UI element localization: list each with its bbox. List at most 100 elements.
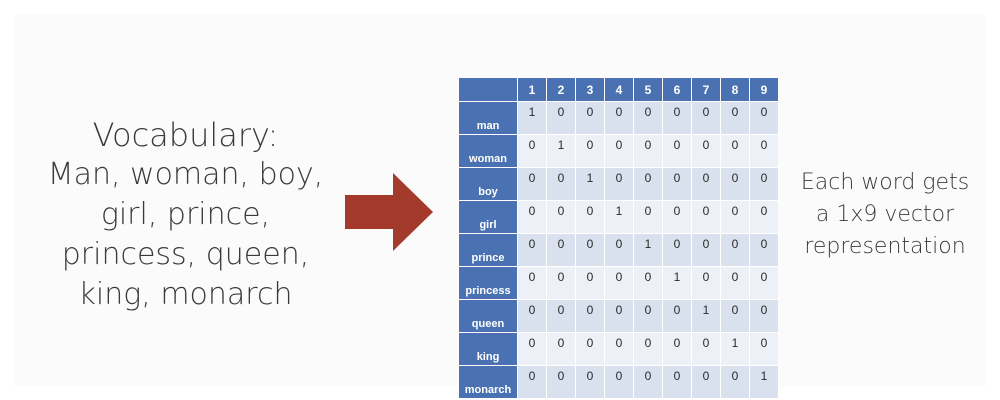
- table-cell: 0: [749, 299, 779, 333]
- table-cell: 0: [604, 134, 634, 168]
- table-cell: 1: [633, 233, 663, 267]
- table-cell: 0: [662, 332, 692, 366]
- row-label: queen: [458, 299, 518, 333]
- table-row: man 1 0 0 0 0 0 0 0 0: [458, 101, 779, 135]
- table-cell: 0: [575, 200, 605, 234]
- table-cell: 0: [691, 167, 721, 201]
- vocabulary-line: king, monarch: [78, 277, 293, 312]
- table-cell: 0: [517, 299, 547, 333]
- table-cell: 0: [546, 233, 576, 267]
- table-row: queen 0 0 0 0 0 0 1 0 0: [458, 299, 779, 333]
- table-cell: 0: [691, 365, 721, 399]
- table-body: man 1 0 0 0 0 0 0 0 0 woman 0 1 0 0 0 0 0 0 0 boy 0 0 1 0 0 0 0 0 0 gi…: [458, 101, 779, 399]
- table-cell: 0: [720, 101, 750, 135]
- table-cell: 0: [575, 101, 605, 135]
- column-header: 1: [517, 77, 547, 102]
- column-header: 9: [749, 77, 779, 102]
- row-label: monarch: [458, 365, 518, 399]
- table-cell: 0: [633, 266, 663, 300]
- column-header: 2: [546, 77, 576, 102]
- table-cell: 0: [633, 332, 663, 366]
- table-row: girl 0 0 0 1 0 0 0 0 0: [458, 200, 779, 234]
- table-cell: 0: [604, 365, 634, 399]
- column-header: 3: [575, 77, 605, 102]
- table-cell: 0: [517, 266, 547, 300]
- table-cell: 0: [749, 167, 779, 201]
- column-header: 7: [691, 77, 721, 102]
- vocabulary-block: Vocabulary: Man, woman, boy, girl, princ…: [33, 115, 338, 315]
- table-cell: 0: [575, 134, 605, 168]
- table-cell: 0: [691, 266, 721, 300]
- table-cell: 0: [546, 332, 576, 366]
- slide: Vocabulary: Man, woman, boy, girl, princ…: [15, 15, 985, 399]
- table-cell: 0: [720, 200, 750, 234]
- table-cell: 0: [604, 101, 634, 135]
- caption-line: a 1x9 vector: [815, 202, 955, 227]
- table-cell: 0: [720, 365, 750, 399]
- table-cell: 0: [720, 134, 750, 168]
- table-row: princess 0 0 0 0 0 1 0 0 0: [458, 266, 779, 300]
- table-cell: 0: [546, 101, 576, 135]
- row-label: man: [458, 101, 518, 135]
- table-cell: 1: [749, 365, 779, 399]
- table-row: boy 0 0 1 0 0 0 0 0 0: [458, 167, 779, 201]
- table-corner: [458, 77, 518, 102]
- table-cell: 1: [575, 167, 605, 201]
- table-cell: 0: [749, 134, 779, 168]
- table-cell: 0: [546, 200, 576, 234]
- table-cell: 0: [546, 299, 576, 333]
- table-cell: 0: [575, 299, 605, 333]
- table-cell: 1: [546, 134, 576, 168]
- table-cell: 1: [691, 299, 721, 333]
- table-cell: 0: [749, 332, 779, 366]
- row-label: girl: [458, 200, 518, 234]
- table-cell: 0: [517, 134, 547, 168]
- table-cell: 0: [575, 332, 605, 366]
- table-cell: 0: [749, 101, 779, 135]
- table-cell: 0: [749, 266, 779, 300]
- table-cell: 0: [633, 365, 663, 399]
- table-cell: 0: [575, 365, 605, 399]
- right-arrow-icon: [345, 173, 433, 251]
- table-cell: 0: [546, 365, 576, 399]
- table-cell: 0: [517, 167, 547, 201]
- table-cell: 1: [604, 200, 634, 234]
- vocabulary-title: Vocabulary:: [92, 116, 279, 154]
- table-cell: 0: [604, 332, 634, 366]
- table-row: woman 0 1 0 0 0 0 0 0 0: [458, 134, 779, 168]
- caption-block: Each word gets a 1x9 vector representati…: [785, 167, 985, 263]
- table-cell: 0: [691, 200, 721, 234]
- table-cell: 0: [720, 299, 750, 333]
- table-cell: 1: [517, 101, 547, 135]
- caption-line: Each word gets: [800, 170, 970, 195]
- table-cell: 1: [662, 266, 692, 300]
- table-row: prince 0 0 0 0 1 0 0 0 0: [458, 233, 779, 267]
- arrow-shape: [345, 173, 433, 251]
- table-cell: 0: [604, 233, 634, 267]
- table-cell: 0: [662, 200, 692, 234]
- row-label: princess: [458, 266, 518, 300]
- table-row: king 0 0 0 0 0 0 0 1 0: [458, 332, 779, 366]
- column-header: 4: [604, 77, 634, 102]
- table-cell: 0: [517, 233, 547, 267]
- row-label: woman: [458, 134, 518, 168]
- table-cell: 0: [691, 101, 721, 135]
- table-cell: 0: [517, 332, 547, 366]
- table-cell: 0: [720, 233, 750, 267]
- table-cell: 0: [633, 101, 663, 135]
- column-header: 8: [720, 77, 750, 102]
- table-cell: 0: [633, 299, 663, 333]
- table-cell: 0: [604, 167, 634, 201]
- vocabulary-line: girl, prince,: [100, 197, 271, 232]
- table-cell: 0: [517, 365, 547, 399]
- table-row: monarch 0 0 0 0 0 0 0 0 1: [458, 365, 779, 399]
- table-cell: 0: [633, 134, 663, 168]
- vocabulary-line: princess, queen,: [61, 237, 310, 272]
- table-cell: 0: [517, 200, 547, 234]
- table-cell: 0: [691, 332, 721, 366]
- table-cell: 0: [749, 233, 779, 267]
- column-header: 5: [633, 77, 663, 102]
- row-label: prince: [458, 233, 518, 267]
